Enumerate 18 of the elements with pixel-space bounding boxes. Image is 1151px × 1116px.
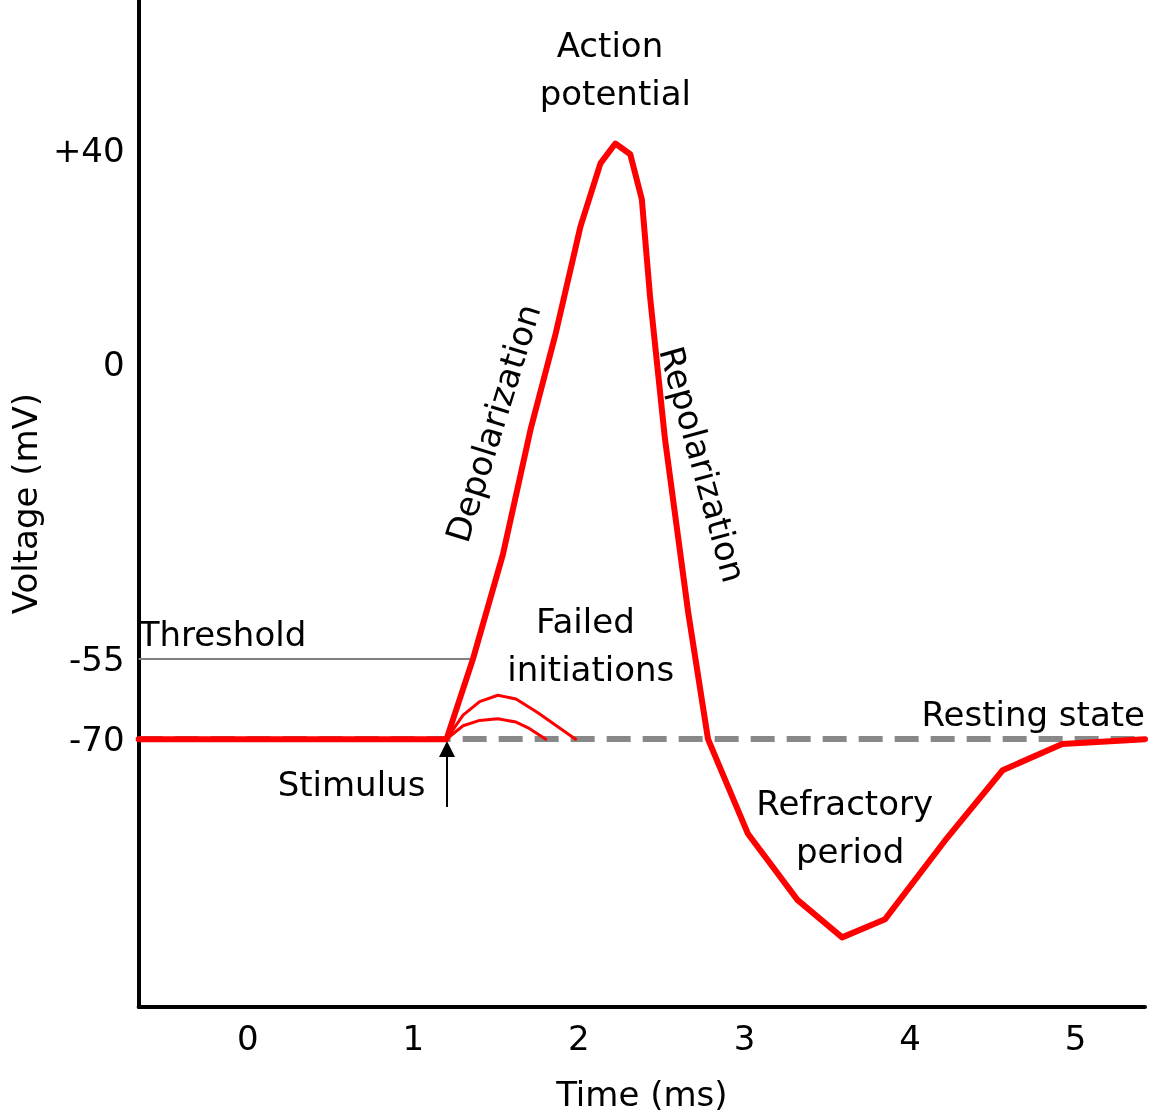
x-tick-label: 4 xyxy=(899,1018,921,1058)
x-axis-title: Time (ms) xyxy=(555,1074,728,1114)
x-tick-label: 2 xyxy=(568,1018,590,1058)
y-tick-label: +40 xyxy=(52,129,125,170)
x-tick-label: 1 xyxy=(402,1018,425,1058)
annotation: Refractory period xyxy=(756,783,944,872)
ref-line-label: Resting state xyxy=(921,694,1145,735)
annotation: Stimulus xyxy=(277,764,426,805)
annotation: Action potential xyxy=(539,24,691,113)
x-tick-label: 5 xyxy=(1064,1018,1087,1058)
y-tick-label: -70 xyxy=(69,719,125,760)
y-tick-label: -55 xyxy=(69,638,125,679)
y-axis-title: Voltage (mV) xyxy=(5,392,45,615)
x-tick-label: 3 xyxy=(733,1018,756,1058)
ref-line-label: Threshold xyxy=(137,613,307,654)
annotation: Failed initiations xyxy=(507,601,675,690)
x-tick-label: 0 xyxy=(237,1018,259,1058)
y-tick-label: 0 xyxy=(103,344,125,385)
